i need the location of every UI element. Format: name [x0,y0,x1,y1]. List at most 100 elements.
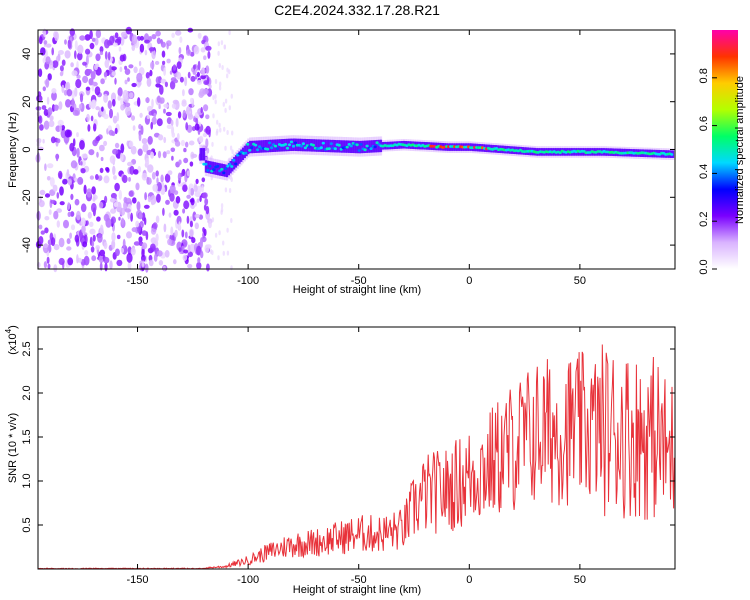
noise-blob [82,75,89,84]
noise-blob [200,75,207,80]
noise-blob [100,78,105,85]
noise-blob [104,59,110,68]
signal-core [222,171,226,175]
noise-blob [208,220,212,229]
signal-core [291,144,296,148]
noise-blob [167,170,173,176]
noise-blob [136,201,141,211]
signal-band [215,162,218,175]
signal-band [353,140,356,154]
signal-core [670,153,674,156]
noise-blob [132,197,137,204]
signal-core [206,169,210,172]
signal-band [376,139,379,153]
noise-blob [159,84,164,95]
noise-blob [69,232,72,239]
noise-blob [86,188,92,198]
noise-blob [157,150,162,159]
y-tick-label: -20 [21,189,33,205]
noise-blob [170,226,174,236]
noise-blob [66,89,73,97]
noise-blob [164,250,170,258]
noise-blob [177,111,182,119]
colorbar: 0.0 0.2 0.4 0.6 0.8 Normalized spectral ampl… [698,30,746,275]
signal-band [358,140,361,154]
noise-blob [141,260,145,268]
signal-core [307,145,311,149]
noise-blob [67,178,73,186]
noise-blob [160,78,167,84]
noise-blob [165,234,170,239]
signal-band [249,140,252,154]
x-tick-label: -50 [351,574,367,586]
noise-blob [67,202,71,210]
noise-blob [58,50,64,55]
signal-band [222,164,225,177]
noise-blob [93,123,97,132]
noise-blob [67,211,72,217]
noise-blob [95,174,99,180]
noise-blob [87,211,92,219]
signal-band [286,138,289,152]
noise-blob [45,43,52,48]
noise-blob [94,37,99,46]
noise-blob [76,210,81,221]
noise-blob [107,51,111,61]
noise-blob [222,240,225,246]
noise-blob [38,224,43,230]
noise-blob [167,238,172,246]
noise-blob [124,102,131,108]
noise-blob [43,40,48,45]
noise-blob [156,118,163,127]
signal-band [227,162,230,176]
noise-blob [114,77,117,85]
noise-blob [76,74,81,79]
signal-band [268,139,271,153]
noise-blob [201,177,206,183]
noise-blob [128,190,134,197]
noise-blob [171,32,175,38]
signal-band [256,140,259,153]
signal-core [333,147,337,151]
signal-core [268,141,272,145]
noise-blob [88,101,93,109]
noise-blob [87,69,93,74]
noise-blob [200,250,204,259]
noise-blob [44,216,50,221]
signal-core [359,143,363,146]
noise-blob [46,256,50,264]
noise-blob [128,177,131,182]
signal-core [248,148,252,152]
noise-blob [220,40,224,46]
snr-scale-prefix: (x10 [7,333,19,354]
noise-blob [123,196,128,203]
noise-blob [191,153,198,158]
noise-blob [164,81,168,88]
noise-blob [161,50,166,58]
noise-blob [118,46,122,52]
noise-blob [202,88,209,95]
noise-blob [190,75,196,82]
noise-blob [166,150,171,155]
noise-blob [204,198,209,206]
spectrogram-panel: -150 -100 -50 0 50 -40 -20 0 20 40 Height of str… [7,26,676,296]
noise-blob [221,65,224,70]
signal-band [369,140,372,153]
noise-blob [224,187,228,193]
noise-blob [146,114,150,120]
y-tick-label: 2.0 [21,385,33,400]
noise-blob [130,145,137,155]
noise-blob [177,181,182,187]
noise-blob [155,76,161,84]
noise-blob [183,157,189,164]
x-tick-label: -100 [237,574,259,586]
noise-blob [182,89,185,97]
noise-blob [211,217,215,223]
noise-blob [150,200,155,206]
noise-blob [231,149,234,155]
noise-blob [226,227,229,233]
signal-band [291,138,294,151]
noise-blob [166,42,169,50]
noise-blob [62,178,68,185]
signal-band [263,140,266,153]
